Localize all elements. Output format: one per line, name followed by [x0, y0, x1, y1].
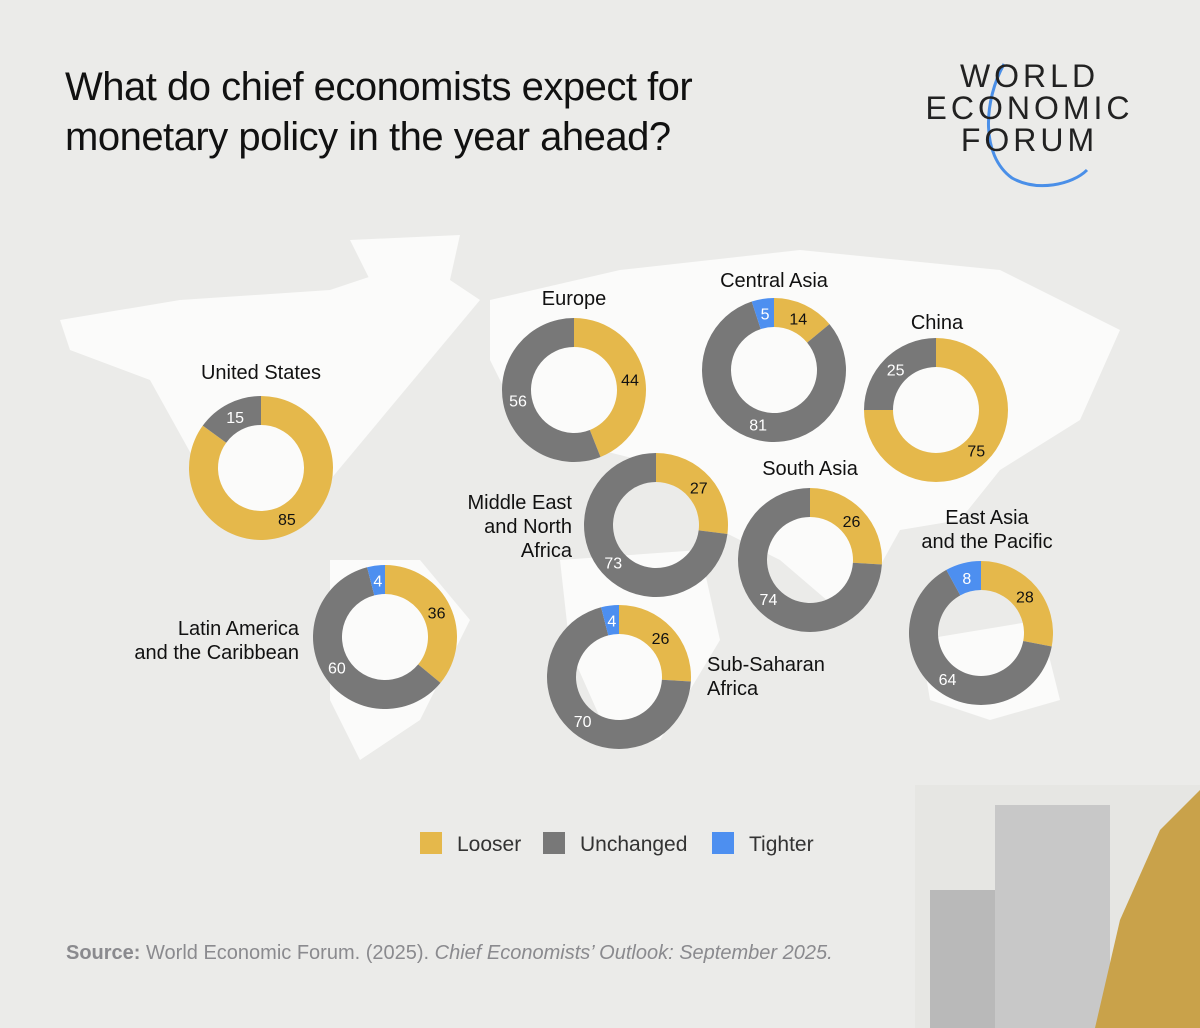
donut-europe: 44 56 Europe — [501, 288, 646, 463]
data-label: 44 — [621, 372, 639, 389]
data-label: 27 — [690, 480, 708, 497]
donut-sub-saharan-africa: 26 70 4 Sub-Saharan Africa — [547, 605, 825, 749]
logo-arc-icon — [987, 63, 1089, 188]
slice-looser — [864, 338, 1008, 482]
region-label: East Asia and the Pacific — [921, 507, 1052, 553]
donut-south-asia: 26 74 South Asia — [738, 458, 882, 632]
slice-looser — [188, 396, 334, 540]
donut-latin-america-and-the-caribbean: 36 60 4 Latin America and the Caribbean — [134, 565, 458, 709]
legend: Looser Unchanged Tighter — [420, 832, 814, 856]
region-label: Europe — [542, 288, 607, 310]
data-label: 81 — [749, 418, 767, 435]
donut-china: 75 25 China — [864, 312, 1008, 482]
donut-east-asia-and-the-pacific: 28 64 8 East Asia and the Pacific — [909, 507, 1054, 705]
slice-unchanged — [702, 301, 847, 442]
slice-tighter — [751, 298, 774, 330]
data-label: 60 — [328, 661, 346, 678]
region-label: Latin America and the Caribbean — [134, 618, 299, 664]
source-publication: Chief Economists’ Outlook: September 202… — [434, 942, 833, 964]
donut-united-states: 85 15 United States — [188, 362, 334, 540]
data-label: 56 — [509, 394, 527, 411]
slice-looser — [656, 453, 729, 535]
data-label: 15 — [226, 410, 244, 427]
slice-unchanged — [583, 453, 728, 597]
slice-looser — [385, 565, 458, 683]
data-label: 4 — [607, 613, 616, 630]
slice-unchanged — [501, 318, 601, 463]
slice-unchanged — [738, 488, 882, 632]
region-label: Sub-Saharan Africa — [707, 654, 825, 700]
data-label: 75 — [967, 443, 985, 460]
donut-central-asia: 14 81 5 Central Asia — [702, 270, 847, 442]
title-line-2: monetary policy in the year ahead? — [65, 115, 671, 159]
legend-label-unchanged: Unchanged — [580, 833, 687, 856]
slice-looser — [810, 488, 882, 565]
legend-swatch-unchanged — [543, 832, 565, 854]
data-label: 85 — [278, 512, 296, 529]
data-label: 14 — [789, 311, 807, 328]
coins-illustration — [915, 785, 1200, 1028]
data-label: 74 — [760, 592, 778, 609]
title-line-1: What do chief economists expect for — [65, 65, 693, 109]
data-label: 28 — [1016, 590, 1034, 607]
donut-middle-east-and-north-africa: 27 73 Middle East and North Africa — [468, 453, 729, 597]
region-label: China — [911, 312, 964, 334]
data-label: 64 — [939, 672, 957, 689]
region-label: Middle East and North Africa — [468, 492, 573, 562]
data-label: 8 — [962, 571, 971, 588]
slice-unchanged — [864, 338, 936, 410]
data-label: 26 — [843, 514, 861, 531]
slice-looser — [774, 298, 830, 343]
source-label: Source: — [66, 942, 141, 964]
data-label: 70 — [574, 714, 592, 731]
logo-line: WORLD — [959, 58, 1100, 94]
data-label: 4 — [373, 573, 382, 590]
legend-label-looser: Looser — [457, 833, 521, 856]
slice-unchanged — [547, 607, 691, 749]
region-label: South Asia — [762, 458, 859, 480]
slice-tighter — [601, 605, 619, 636]
slice-looser — [619, 605, 691, 682]
logo-line: ECONOMIC — [925, 90, 1134, 126]
data-label: 25 — [887, 363, 905, 380]
slice-unchanged — [313, 567, 441, 709]
slice-tighter — [946, 561, 981, 596]
slice-unchanged — [909, 569, 1052, 705]
region-label: United States — [201, 362, 321, 384]
data-label: 26 — [652, 631, 670, 648]
wef-logo: WORLD ECONOMIC FORUM — [922, 60, 1142, 190]
data-label: 36 — [428, 606, 446, 623]
legend-label-tighter: Tighter — [749, 833, 814, 856]
legend-swatch-looser — [420, 832, 442, 854]
legend-swatch-tighter — [712, 832, 734, 854]
source-text: World Economic Forum. (2025). — [140, 942, 435, 964]
slice-unchanged — [202, 396, 261, 443]
chart-title: What do chief economists expect for monet… — [65, 62, 693, 162]
data-label: 5 — [761, 307, 770, 324]
logo-line: FORUM — [960, 122, 1099, 158]
source-note: Source: World Economic Forum. (2025). Ch… — [66, 942, 833, 965]
region-label: Central Asia — [720, 270, 829, 292]
slice-looser — [981, 561, 1054, 647]
data-label: 73 — [604, 556, 622, 573]
slice-tighter — [367, 565, 385, 596]
slice-looser — [574, 318, 646, 457]
